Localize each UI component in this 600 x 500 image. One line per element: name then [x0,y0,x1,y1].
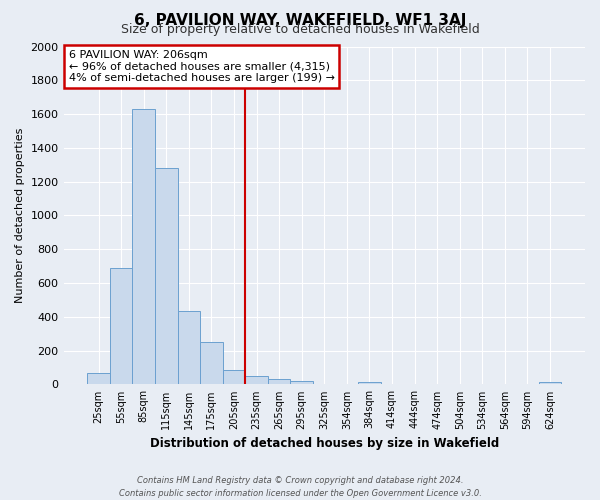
Y-axis label: Number of detached properties: Number of detached properties [15,128,25,303]
Text: Size of property relative to detached houses in Wakefield: Size of property relative to detached ho… [121,22,479,36]
Bar [87,372,110,384]
Bar [290,381,313,384]
Bar [245,376,268,384]
Bar [223,370,245,384]
X-axis label: Distribution of detached houses by size in Wakefield: Distribution of detached houses by size … [149,437,499,450]
Text: 6, PAVILION WAY, WAKEFIELD, WF1 3AJ: 6, PAVILION WAY, WAKEFIELD, WF1 3AJ [134,12,466,28]
Bar [200,342,223,384]
Bar [110,268,133,384]
Bar [178,311,200,384]
Bar [155,168,178,384]
Bar [539,382,561,384]
Text: Contains HM Land Registry data © Crown copyright and database right 2024.
Contai: Contains HM Land Registry data © Crown c… [119,476,481,498]
Text: 6 PAVILION WAY: 206sqm
← 96% of detached houses are smaller (4,315)
4% of semi-d: 6 PAVILION WAY: 206sqm ← 96% of detached… [69,50,335,83]
Bar [358,382,381,384]
Bar [268,380,290,384]
Bar [133,109,155,384]
